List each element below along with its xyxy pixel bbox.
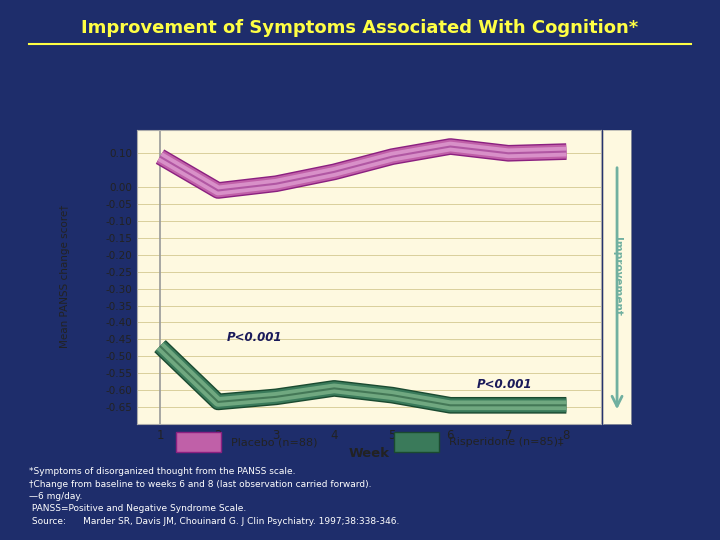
X-axis label: Week: Week [348, 447, 390, 460]
Text: Source:      Marder SR, Davis JM, Chouinard G. J Clin Psychiatry. 1997;38:338-34: Source: Marder SR, Davis JM, Chouinard G… [29, 517, 399, 526]
Text: Improvement: Improvement [612, 237, 622, 316]
Text: P<0.001: P<0.001 [227, 331, 282, 344]
Text: P<0.001: P<0.001 [477, 379, 532, 392]
Text: Mean PANSS change score†: Mean PANSS change score† [60, 205, 70, 348]
Text: Placebo (n=88): Placebo (n=88) [231, 437, 318, 447]
Text: *Symptoms of disorganized thought from the PANSS scale.: *Symptoms of disorganized thought from t… [29, 467, 295, 476]
Text: Risperidone (n=85)‡: Risperidone (n=85)‡ [449, 437, 563, 447]
Bar [176, 432, 221, 453]
Text: Improvement of Symptoms Associated With Cognition*: Improvement of Symptoms Associated With … [81, 19, 639, 37]
Bar [395, 432, 439, 453]
Text: †Change from baseline to weeks 6 and 8 (last observation carried forward).: †Change from baseline to weeks 6 and 8 (… [29, 480, 372, 489]
Text: PANSS=Positive and Negative Syndrome Scale.: PANSS=Positive and Negative Syndrome Sca… [29, 504, 246, 514]
Text: —6 mg/day.: —6 mg/day. [29, 492, 82, 501]
